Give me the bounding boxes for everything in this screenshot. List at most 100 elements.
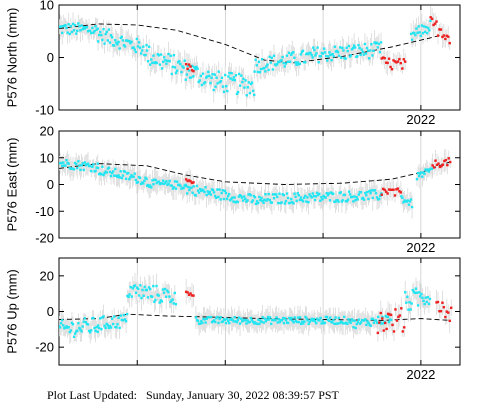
data-point bbox=[295, 63, 298, 66]
data-point bbox=[261, 199, 264, 203]
data-point bbox=[171, 187, 175, 190]
data-point-red bbox=[442, 306, 446, 309]
data-point bbox=[297, 194, 301, 197]
data-point bbox=[270, 56, 274, 60]
data-point bbox=[426, 168, 429, 171]
data-point bbox=[152, 54, 155, 57]
data-point bbox=[92, 163, 95, 166]
data-point-red bbox=[436, 300, 440, 304]
data-point bbox=[271, 68, 275, 71]
data-point bbox=[129, 285, 132, 289]
data-point-red bbox=[389, 313, 393, 317]
data-point bbox=[203, 190, 206, 194]
data-point bbox=[257, 201, 260, 205]
data-point-red bbox=[386, 61, 389, 65]
data-point bbox=[124, 320, 128, 323]
data-point-red bbox=[187, 63, 191, 66]
data-point-red bbox=[441, 163, 445, 166]
data-point-red bbox=[395, 188, 398, 191]
data-point bbox=[410, 38, 414, 41]
y-tick-label: 0 bbox=[47, 50, 54, 65]
data-point bbox=[229, 77, 232, 80]
data-point bbox=[82, 168, 85, 172]
data-point bbox=[308, 320, 311, 324]
data-point bbox=[141, 288, 144, 292]
data-point bbox=[354, 46, 357, 49]
data-point bbox=[111, 170, 115, 173]
data-point bbox=[257, 318, 260, 321]
data-point bbox=[73, 332, 77, 335]
data-point-red bbox=[187, 179, 191, 182]
data-point bbox=[387, 320, 391, 324]
data-point-red bbox=[437, 162, 440, 165]
data-point bbox=[264, 320, 268, 323]
data-point bbox=[357, 318, 361, 321]
data-point bbox=[66, 31, 69, 34]
data-point bbox=[321, 52, 325, 55]
data-point bbox=[172, 53, 176, 57]
data-point bbox=[308, 193, 311, 196]
data-point bbox=[233, 79, 237, 82]
data-point bbox=[278, 320, 282, 324]
data-point bbox=[285, 192, 289, 195]
data-point bbox=[97, 33, 101, 37]
data-point bbox=[157, 54, 161, 57]
data-point bbox=[245, 94, 248, 97]
data-point-red bbox=[447, 35, 450, 38]
data-point bbox=[157, 180, 161, 183]
y-tick-label: 0 bbox=[47, 177, 54, 192]
data-point bbox=[146, 183, 150, 187]
data-point bbox=[280, 59, 283, 62]
data-point bbox=[179, 62, 182, 66]
data-point bbox=[219, 80, 223, 83]
data-point bbox=[82, 25, 85, 29]
data-point bbox=[167, 182, 170, 185]
data-point bbox=[59, 25, 63, 28]
data-point bbox=[430, 167, 434, 170]
data-point bbox=[217, 70, 220, 73]
data-point-red bbox=[439, 28, 443, 31]
data-point bbox=[68, 330, 71, 334]
data-point bbox=[296, 316, 300, 319]
data-point-red bbox=[189, 180, 192, 183]
data-point-red bbox=[396, 60, 400, 63]
data-point bbox=[220, 76, 224, 79]
data-point-red bbox=[435, 20, 438, 23]
data-point bbox=[117, 40, 120, 44]
data-point bbox=[408, 301, 411, 304]
data-point bbox=[136, 45, 140, 48]
data-point bbox=[239, 84, 242, 87]
data-point bbox=[419, 34, 422, 38]
data-point bbox=[276, 62, 279, 66]
data-point bbox=[153, 300, 156, 303]
data-point bbox=[94, 329, 97, 333]
data-point bbox=[415, 27, 418, 30]
data-point bbox=[337, 200, 340, 203]
data-point bbox=[329, 316, 332, 319]
data-point-red bbox=[435, 301, 438, 304]
data-point bbox=[265, 318, 269, 321]
data-point-red bbox=[390, 68, 394, 71]
data-point bbox=[143, 285, 146, 289]
data-point bbox=[220, 191, 223, 195]
data-point bbox=[348, 193, 352, 196]
data-point bbox=[69, 24, 73, 28]
data-point bbox=[96, 166, 100, 170]
data-point bbox=[113, 174, 116, 177]
data-point bbox=[148, 287, 152, 291]
data-point bbox=[372, 321, 376, 325]
data-point bbox=[163, 56, 166, 59]
data-point bbox=[165, 180, 168, 183]
data-point bbox=[276, 195, 279, 199]
data-point bbox=[118, 47, 121, 50]
data-point bbox=[255, 200, 259, 203]
data-point bbox=[287, 51, 291, 55]
data-point bbox=[172, 186, 176, 189]
data-point bbox=[295, 320, 299, 324]
data-point bbox=[325, 315, 329, 319]
data-point bbox=[194, 67, 197, 71]
data-point bbox=[203, 81, 207, 84]
data-point bbox=[342, 315, 346, 319]
data-point bbox=[127, 295, 130, 299]
data-point bbox=[211, 73, 214, 76]
